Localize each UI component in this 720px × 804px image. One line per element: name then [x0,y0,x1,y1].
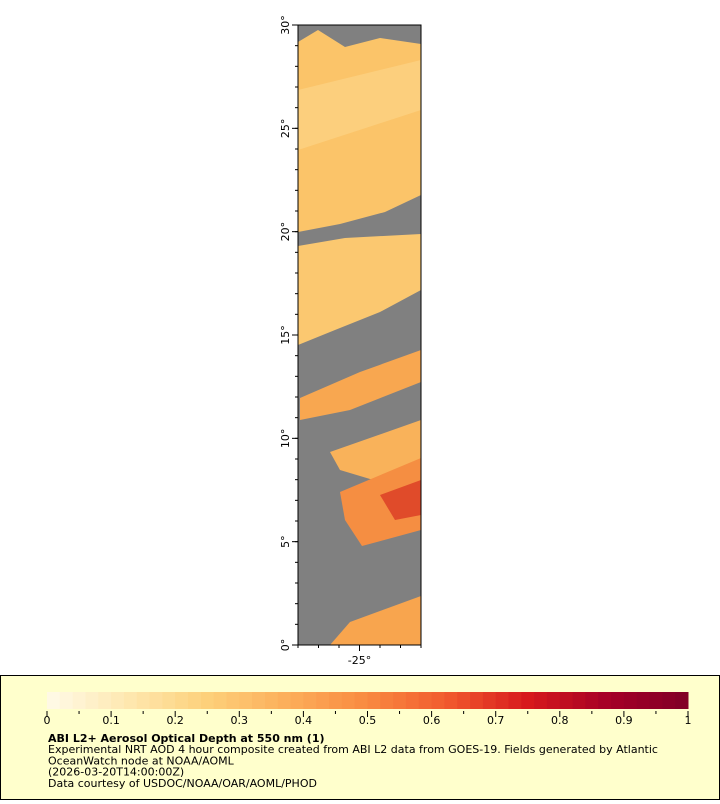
colorbar-tick-label: 0.3 [231,714,249,727]
colorbar-swatch [636,692,651,709]
colorbar-swatch [329,692,343,709]
colorbar-swatch [277,692,292,709]
y-tick-label: 0° [279,639,292,652]
colorbar-swatch [149,692,163,709]
colorbar-swatch [226,692,240,709]
aerosol-field [380,480,421,520]
colorbar-swatch [303,692,317,709]
colorbar-swatch [470,692,484,709]
colorbar-tick-label: 0.8 [551,714,569,727]
colorbar-swatch [367,692,381,709]
y-tick-label: 30° [279,15,292,35]
legend-title: ABI L2+ Aerosol Optical Depth at 550 nm … [48,732,325,745]
colorbar-swatch [85,692,99,709]
legend-line: Data courtesy of USDOC/NOAA/OAR/AOML/PHO… [48,777,317,790]
colorbar-swatch [508,692,522,709]
colorbar-swatch [239,692,253,709]
colorbar-swatch [290,692,304,709]
y-tick-label: 25° [279,119,292,139]
colorbar-tick-label: 0.5 [359,714,377,727]
colorbar-swatch [431,692,445,709]
colorbar-swatch [59,692,74,709]
colorbar-tick-label: 0.7 [487,714,505,727]
colorbar-swatch [585,692,599,709]
colorbar-swatch [611,692,625,709]
aerosol-field [340,458,421,546]
colorbar-swatch [316,692,330,709]
colorbar-swatch [111,692,125,709]
aerosol-field [330,596,421,645]
colorbar-tick-label: 0 [44,714,51,727]
x-tick-label: -25° [348,654,371,667]
colorbar-swatch [662,692,676,709]
colorbar-swatch [405,692,420,709]
colorbar-swatch [534,692,548,709]
y-tick-label: 15° [279,325,292,345]
map-image [297,24,422,646]
colorbar-swatch [213,692,227,709]
y-tick-label: 10° [279,429,292,449]
legend-line: (2026-03-20T14:00:00Z) [48,766,184,779]
y-tick-label: 20° [279,222,292,242]
colorbar-swatch [200,692,215,709]
colorbar-swatch [162,692,176,709]
colorbar-swatch [252,692,266,709]
colorbar-swatch [123,692,138,709]
colorbar-swatch [98,692,112,709]
colorbar-swatch [47,692,61,709]
aerosol-field [300,350,421,420]
colorbar-tick-label: 1 [685,714,692,727]
colorbar-swatch [457,692,471,709]
colorbar-swatch [546,692,561,709]
colorbar-tick-label: 0.2 [166,714,184,727]
colorbar-swatch [72,692,86,709]
colorbar-swatch [649,692,663,709]
legend-line: Experimental NRT AOD 4 hour composite cr… [48,743,658,756]
colorbar-swatch [418,692,433,709]
legend-line: OceanWatch node at NOAA/AOML [48,754,235,767]
colorbar-swatch [623,692,638,709]
colorbar-swatch [521,692,535,709]
colorbar-swatch [341,692,356,709]
y-tick-label: 5° [279,535,292,548]
colorbar-swatch [495,692,510,709]
colorbar-swatch [393,692,407,709]
colorbar-swatch [354,692,368,709]
colorbar-tick-label: 0.6 [423,714,441,727]
colorbar-swatch [675,692,689,709]
colorbar-swatch [444,692,458,709]
colorbar-swatch [598,692,612,709]
colorbar-swatch [559,692,574,709]
colorbar-swatch [188,692,202,709]
colorbar-swatch [482,692,497,709]
colorbar-swatch [264,692,279,709]
colorbar-tick-label: 0.1 [102,714,120,727]
colorbar-swatch [572,692,586,709]
aerosol-field [298,60,421,150]
colorbar-tick-label: 0.9 [615,714,633,727]
colorbar-swatch [175,692,189,709]
colorbar-tick-label: 0.4 [295,714,313,727]
colorbar-swatch [380,692,394,709]
aerosol-field [298,234,421,345]
aerosol-field [330,420,421,482]
colorbar-swatch [136,692,151,709]
